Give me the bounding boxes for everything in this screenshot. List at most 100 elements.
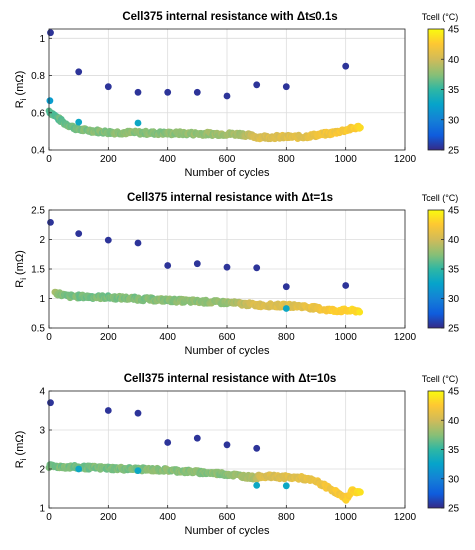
colorbar-tick-label: 35 — [448, 265, 460, 276]
colorbar-tick-label: 30 — [448, 474, 460, 485]
outlier-point — [253, 264, 261, 272]
outlier-point — [253, 81, 261, 89]
colorbar-label: Tcell (°C) — [422, 12, 459, 22]
x-axis-label: Number of cycles — [185, 525, 270, 537]
outlier-point — [104, 236, 112, 244]
y-tick-label: 0.4 — [31, 146, 45, 157]
colorbar: 25 30 35 40 45 Tcell (°C) — [422, 12, 460, 157]
outlier-point — [282, 482, 290, 490]
x-tick-label: 1000 — [335, 154, 358, 165]
chart-title: Cell375 internal resistance with Δt=10s — [124, 373, 337, 385]
outlier-point — [134, 119, 142, 127]
trend-point — [356, 308, 364, 316]
outlier-point — [134, 409, 142, 417]
outlier-point — [193, 88, 201, 96]
panel-2: 0 200 400 600 800 1000 1200 0.5 1 1.5 2 2.5 Cell375 … — [14, 192, 460, 357]
colorbar-tick-label: 30 — [448, 115, 460, 126]
colorbar-tick-label: 25 — [448, 324, 460, 335]
x-tick-label: 0 — [46, 332, 52, 343]
colorbar-tick-label: 40 — [448, 416, 460, 427]
outlier-point — [164, 262, 172, 269]
outlier-point — [282, 83, 290, 91]
colorbar-tick-label: 45 — [448, 387, 460, 398]
outlier-point — [193, 434, 201, 442]
x-tick-label: 0 — [46, 154, 52, 165]
y-tick-label: 0.5 — [31, 324, 45, 335]
colorbar: 25 30 35 40 45 Tcell (°C) — [422, 374, 460, 515]
outlier-point — [47, 399, 54, 407]
colorbar-tick-label: 30 — [448, 294, 460, 305]
colorbar-label: Tcell (°C) — [422, 374, 459, 384]
outlier-point — [104, 83, 112, 91]
panel-3: 0 200 400 600 800 1000 1200 1 2 3 4 Cell375 interna… — [14, 373, 460, 537]
x-tick-label: 800 — [278, 512, 295, 523]
x-tick-label: 400 — [159, 512, 176, 523]
outlier-point — [223, 92, 231, 100]
y-tick-label: 1 — [39, 504, 45, 515]
x-tick-label: 600 — [219, 332, 236, 343]
outlier-point — [253, 444, 261, 452]
x-tick-label: 600 — [219, 512, 236, 523]
chart-title: Cell375 internal resistance with Δt≤0.1s — [122, 11, 337, 23]
outlier-point — [253, 482, 261, 489]
colorbar: 25 30 35 40 45 Tcell (°C) — [422, 193, 460, 335]
outlier-point — [75, 465, 83, 473]
y-axis-label: Ri (mΩ) — [14, 250, 28, 288]
colorbar-tick-label: 40 — [448, 55, 460, 66]
outlier-point — [47, 29, 54, 37]
x-tick-label: 1200 — [394, 332, 417, 343]
x-tick-label: 400 — [159, 332, 176, 343]
outlier-point — [342, 62, 350, 70]
outlier-point — [282, 283, 290, 291]
colorbar-tick-label: 35 — [448, 445, 460, 456]
outlier-point — [282, 305, 290, 312]
outlier-point — [342, 282, 350, 289]
x-tick-label: 800 — [278, 332, 295, 343]
x-tick-label: 200 — [100, 332, 117, 343]
colorbar-tick-label: 25 — [448, 146, 460, 157]
y-tick-label: 2.5 — [31, 206, 45, 217]
colorbar-tick-label: 35 — [448, 85, 460, 96]
outlier-point — [164, 88, 172, 96]
colorbar-label: Tcell (°C) — [422, 193, 459, 203]
outlier-point — [223, 263, 231, 271]
x-tick-label: 200 — [100, 154, 117, 165]
x-tick-label: 600 — [219, 154, 236, 165]
outlier-point — [193, 260, 201, 268]
x-tick-label: 1000 — [335, 512, 358, 523]
x-axis-label: Number of cycles — [185, 167, 270, 179]
y-tick-label: 0.8 — [31, 71, 45, 82]
x-tick-label: 800 — [278, 154, 295, 165]
outlier-point — [75, 68, 83, 76]
y-tick-label: 4 — [39, 387, 45, 398]
outlier-point — [75, 118, 83, 126]
y-axis-label: Ri (mΩ) — [14, 431, 28, 469]
outlier-point — [134, 88, 142, 96]
y-tick-label: 2 — [39, 465, 45, 476]
outlier-point — [104, 407, 112, 414]
x-tick-label: 1200 — [394, 512, 417, 523]
x-axis-label: Number of cycles — [185, 345, 270, 357]
y-tick-label: 1 — [39, 34, 45, 45]
x-tick-label: 400 — [159, 154, 176, 165]
x-tick-label: 1200 — [394, 154, 417, 165]
y-tick-label: 3 — [39, 426, 45, 437]
panel-1: 0 200 400 600 800 1000 1200 0.4 0.6 0.8 1 Cell375 i… — [14, 11, 460, 179]
y-tick-label: 0.6 — [31, 108, 45, 119]
outlier-point — [134, 239, 142, 247]
chart-title: Cell375 internal resistance with Δt=1s — [127, 192, 333, 204]
y-tick-label: 1 — [39, 294, 45, 305]
y-axis-label: Ri (mΩ) — [14, 71, 28, 109]
outlier-point — [134, 467, 142, 474]
x-tick-label: 200 — [100, 512, 117, 523]
outlier-point — [46, 97, 54, 105]
trend-point — [357, 124, 364, 131]
y-tick-label: 2 — [39, 235, 45, 246]
outlier-point — [75, 230, 83, 238]
x-tick-label: 0 — [46, 512, 52, 523]
colorbar-tick-label: 25 — [448, 504, 460, 515]
outlier-point — [47, 219, 54, 226]
trend-point — [357, 488, 364, 496]
y-tick-label: 1.5 — [31, 265, 45, 276]
